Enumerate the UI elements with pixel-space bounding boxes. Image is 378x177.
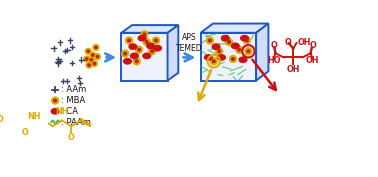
Text: OH: OH (297, 38, 311, 47)
Circle shape (133, 58, 140, 65)
Text: O: O (285, 38, 291, 47)
Text: O: O (68, 133, 75, 142)
Text: : CA: : CA (60, 107, 77, 116)
Ellipse shape (231, 43, 239, 48)
Text: O: O (309, 41, 316, 50)
Polygon shape (256, 24, 268, 81)
Text: : MBA: : MBA (60, 96, 85, 105)
Circle shape (93, 62, 96, 65)
Ellipse shape (130, 53, 138, 59)
Text: APS
TEMED: APS TEMED (176, 33, 202, 53)
Circle shape (209, 39, 211, 42)
Text: OH: OH (306, 56, 319, 65)
Circle shape (88, 57, 94, 63)
Polygon shape (201, 33, 256, 81)
Circle shape (54, 99, 56, 102)
Circle shape (84, 56, 90, 62)
Circle shape (138, 48, 140, 51)
Circle shape (245, 48, 252, 55)
Circle shape (87, 50, 89, 52)
Text: NH: NH (28, 113, 41, 121)
Circle shape (218, 50, 220, 53)
Circle shape (243, 37, 250, 44)
Text: OH: OH (286, 65, 300, 74)
Circle shape (91, 61, 97, 67)
Ellipse shape (204, 55, 212, 60)
Text: O: O (270, 41, 277, 50)
Circle shape (151, 50, 153, 53)
Circle shape (232, 58, 234, 60)
Text: HO: HO (267, 56, 280, 65)
Circle shape (95, 46, 97, 48)
Text: : AAm: : AAm (60, 85, 86, 94)
Circle shape (124, 52, 127, 55)
Text: O: O (22, 128, 28, 137)
Ellipse shape (124, 59, 132, 64)
Circle shape (212, 60, 215, 63)
Circle shape (128, 39, 130, 42)
Text: NH: NH (55, 107, 69, 116)
Circle shape (153, 37, 160, 44)
Circle shape (96, 56, 99, 58)
Ellipse shape (239, 57, 247, 62)
Circle shape (149, 48, 156, 55)
Text: O: O (0, 115, 3, 124)
Circle shape (155, 39, 157, 42)
Circle shape (86, 62, 92, 68)
Polygon shape (201, 24, 268, 33)
Circle shape (125, 37, 133, 44)
Ellipse shape (222, 35, 229, 41)
Circle shape (146, 41, 148, 43)
Ellipse shape (147, 43, 155, 48)
Circle shape (141, 31, 148, 38)
Ellipse shape (51, 109, 59, 114)
Circle shape (210, 58, 217, 65)
Circle shape (92, 54, 94, 56)
Circle shape (52, 97, 59, 104)
Circle shape (247, 50, 250, 53)
Circle shape (246, 39, 248, 42)
Ellipse shape (154, 45, 161, 51)
Ellipse shape (218, 55, 225, 60)
Circle shape (90, 59, 93, 61)
Circle shape (143, 33, 146, 36)
Circle shape (143, 39, 150, 45)
Text: : PAAm: : PAAm (60, 118, 90, 127)
Circle shape (136, 46, 143, 53)
Circle shape (236, 46, 243, 53)
Ellipse shape (143, 53, 150, 59)
Circle shape (122, 50, 129, 57)
Circle shape (228, 41, 231, 43)
Ellipse shape (129, 44, 137, 49)
Circle shape (206, 37, 213, 44)
Ellipse shape (138, 35, 146, 41)
Polygon shape (167, 25, 178, 81)
Circle shape (90, 52, 96, 58)
Circle shape (88, 64, 90, 66)
Circle shape (93, 44, 99, 50)
Circle shape (229, 56, 237, 62)
Polygon shape (121, 33, 167, 81)
Polygon shape (121, 25, 178, 33)
Circle shape (135, 60, 138, 63)
Ellipse shape (212, 44, 220, 49)
Ellipse shape (241, 35, 248, 41)
Circle shape (238, 48, 240, 51)
Circle shape (85, 58, 88, 60)
Circle shape (226, 39, 232, 45)
Circle shape (94, 54, 101, 60)
Circle shape (216, 48, 223, 55)
Circle shape (85, 48, 91, 54)
